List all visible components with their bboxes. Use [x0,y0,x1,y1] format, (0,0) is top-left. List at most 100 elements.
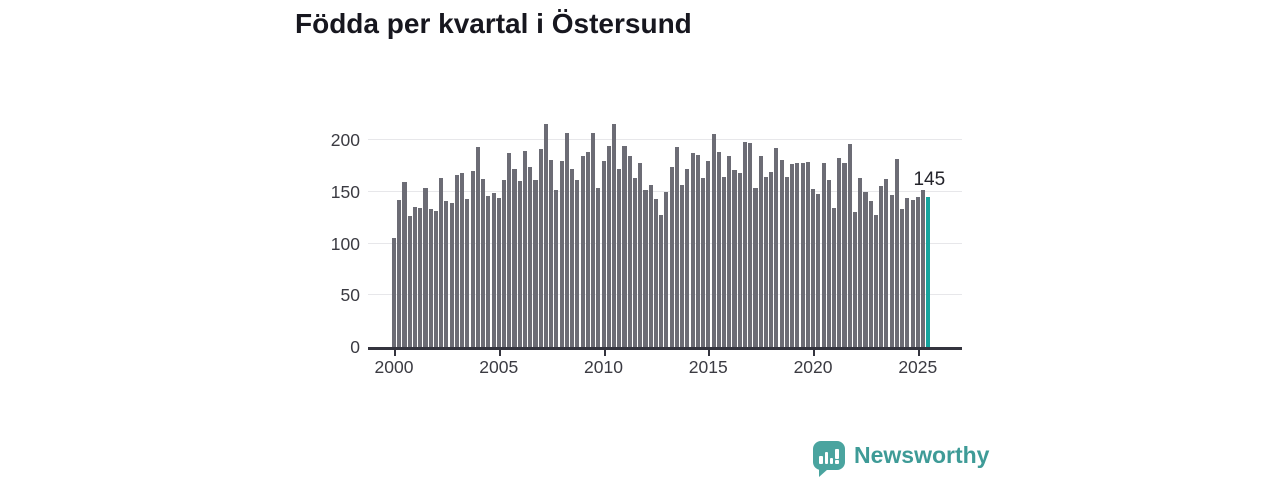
bar [674,147,679,347]
bar [522,151,528,347]
x-tick-mark [603,349,606,356]
x-tick-mark [498,349,501,356]
bar [543,124,548,347]
bar [852,212,858,347]
bar [669,166,674,347]
bar [454,175,459,347]
bar [407,215,412,347]
bar [611,124,617,347]
bar [868,201,873,347]
bar [742,142,748,347]
bar [512,168,517,347]
newsworthy-logo: Newsworthy [813,441,990,477]
bar [837,157,842,347]
speech-bubble-tail [819,469,828,477]
bar [496,197,501,347]
bar [721,177,727,347]
bar [402,182,407,347]
bar [491,192,496,347]
bar [465,199,470,347]
bar [653,199,658,347]
bar [847,144,852,347]
logo-mini-bar [819,456,824,464]
bar [528,166,533,347]
newsworthy-speech-bubble-bars-icon [813,441,845,477]
bar [905,197,910,347]
bar [826,180,831,347]
bar [570,168,575,347]
x-tick-label: 2005 [479,357,519,377]
bar [585,152,590,347]
bar [632,178,638,347]
bar [779,159,784,347]
bar [439,178,444,347]
bar [622,146,627,347]
y-tick-label: 150 [330,181,360,202]
bar [915,196,920,347]
newsworthy-wordmark: Newsworthy [854,442,990,468]
bar [784,177,789,347]
y-tick-label: 200 [330,130,360,150]
x-tick-label: 2010 [584,357,623,377]
bar [627,155,632,347]
bar [559,160,564,347]
bar [727,155,732,347]
bar [643,189,648,347]
bar [507,153,512,347]
x-tick-mark [708,349,711,356]
bar [900,209,905,347]
bar [392,238,397,347]
bar [889,194,894,347]
bar [428,209,433,347]
bar [460,173,465,347]
logo-exclamation-icon [834,449,839,464]
bar [884,179,889,347]
bar [433,211,438,347]
logo-exclamation-stem [834,449,839,459]
highlight-value-label: 145 [913,168,946,190]
bar [790,163,795,347]
bar [397,200,402,347]
bar [601,160,606,347]
bar [481,179,486,347]
bar [763,177,768,347]
bar [842,162,847,347]
bar [596,187,601,347]
bar [680,184,685,347]
bar [564,132,569,347]
bar [659,214,664,347]
highlighted-bar [926,196,931,347]
bar [894,158,899,347]
bar [858,178,863,347]
chart-title: Födda per kvartal i Östersund [295,8,692,39]
y-axis-labels: 0 50 100 150 200 [312,0,360,480]
logo-mini-bar [829,457,834,464]
y-tick-label: 100 [330,233,360,254]
bar [444,201,449,347]
bar [701,178,706,347]
x-tick-label: 2020 [793,357,833,377]
bar [737,173,742,347]
bar [554,189,559,347]
bar [638,162,643,347]
bar [732,170,737,347]
bar [716,152,721,347]
y-tick-label: 0 [350,337,360,357]
bar [753,187,758,347]
x-tick-label: 2000 [374,357,414,377]
gridline [368,139,962,140]
bar [648,184,653,347]
bar [617,168,622,347]
bar [811,188,816,347]
bar [486,195,491,347]
bar [795,162,800,347]
y-tick-label: 50 [340,285,360,306]
bar [418,208,423,347]
x-tick-mark [394,349,396,356]
bar [695,154,700,347]
bar [606,146,611,347]
x-tick-mark [813,349,816,356]
bar [863,191,868,347]
bar [412,207,418,347]
bar [774,148,779,347]
